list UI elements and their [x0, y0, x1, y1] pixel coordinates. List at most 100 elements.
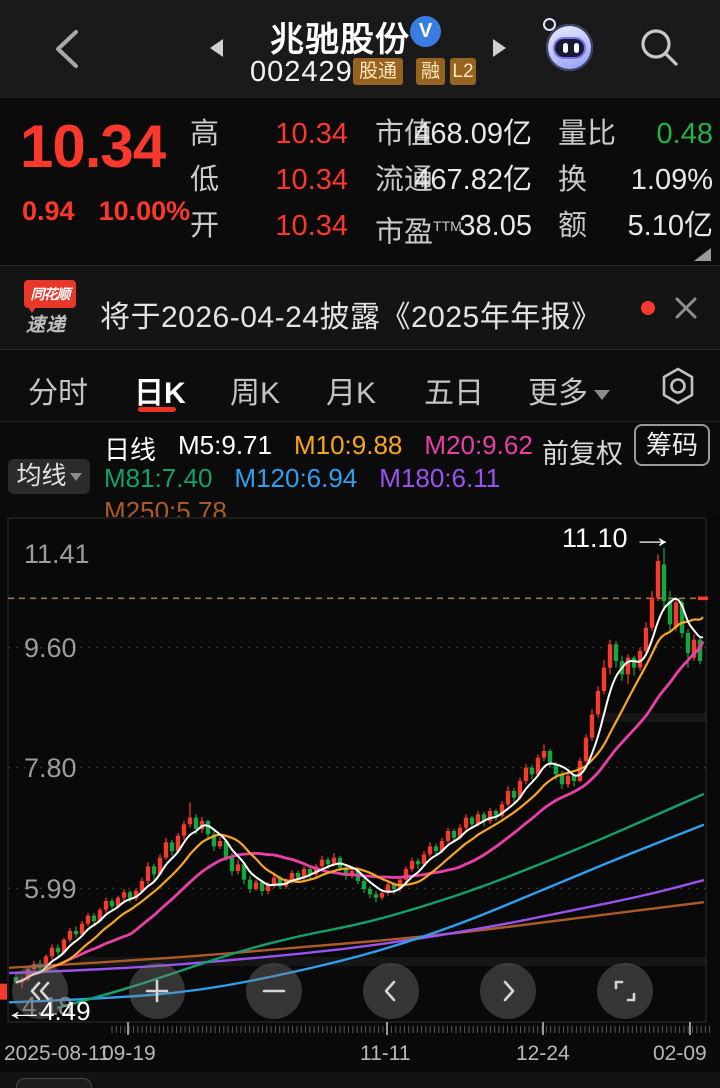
- kline-svg: 11.41 9.60 7.80 5.99 4.18: [0, 517, 711, 1035]
- plot-border: [7, 517, 707, 1023]
- candle-body: [367, 889, 373, 895]
- quote-row-turnover: 换 1.09%: [558, 164, 713, 196]
- ai-assistant-icon[interactable]: [543, 18, 593, 71]
- robot-eye-icon: [563, 43, 568, 53]
- candle-body: [583, 737, 589, 761]
- candle-body: [553, 764, 559, 775]
- candle-body: [223, 841, 229, 858]
- y-axis-bottom-label: 4.18: [22, 991, 73, 1021]
- chevron-down-icon: [69, 473, 82, 482]
- tab-monthly-k[interactable]: 月K: [326, 377, 377, 410]
- candle-body: [175, 835, 181, 851]
- candle-body: [85, 915, 91, 924]
- tab-weekly-k[interactable]: 周K: [230, 377, 281, 410]
- stock-title: 兆驰股份: [270, 21, 410, 59]
- candle-body: [319, 859, 325, 867]
- fullscreen-icon: [614, 980, 636, 1002]
- candle-body: [547, 751, 553, 765]
- back-icon[interactable]: [52, 28, 82, 70]
- candle-body: [115, 897, 121, 907]
- candle-body: [25, 969, 31, 980]
- legend-m120: M120:6.94: [234, 463, 358, 493]
- candle-body: [277, 877, 283, 887]
- chips-button[interactable]: 筹码: [634, 424, 710, 466]
- candle-body: [259, 882, 265, 891]
- chart-settings-icon[interactable]: [658, 366, 698, 406]
- tab-five-day[interactable]: 五日: [424, 377, 484, 410]
- zoom-in-button[interactable]: [129, 963, 185, 1019]
- candle-body: [313, 866, 319, 875]
- highest-price-marker: 11.10 →: [562, 521, 676, 554]
- candle-body: [415, 861, 421, 865]
- ma-line-M20: [15, 640, 705, 984]
- adjust-mode-button[interactable]: 前复权: [542, 439, 623, 469]
- expand-quote-icon[interactable]: [694, 248, 711, 261]
- candle-body: [439, 841, 445, 851]
- candle-body: [577, 761, 583, 781]
- candle-body: [229, 857, 235, 871]
- last-price: 10.34: [20, 113, 166, 180]
- news-text: 将于2026-04-24披露《2025年年报》: [100, 301, 602, 334]
- tab-fenshi[interactable]: 分时: [28, 377, 88, 410]
- candle-body: [235, 864, 241, 871]
- fullscreen-button[interactable]: [597, 963, 653, 1019]
- candle-body: [193, 817, 199, 829]
- tab-more[interactable]: 更多: [528, 368, 610, 412]
- verified-badge-icon: V: [410, 16, 441, 47]
- candle-body: [55, 947, 61, 953]
- candle-body: [289, 873, 295, 881]
- kline-chart[interactable]: 11.41 9.60 7.80 5.99 4.18 11.10 → ← 4.49: [0, 517, 720, 1040]
- plus-icon: [145, 979, 169, 1003]
- edge-candle-stub: [0, 983, 7, 1000]
- pan-left-button[interactable]: [363, 963, 419, 1019]
- candle-body: [691, 639, 697, 658]
- candle-body: [49, 947, 55, 957]
- stock-code: 002429: [250, 56, 353, 88]
- badge-level2: L2: [450, 58, 476, 85]
- news-banner[interactable]: 同花顺 速递 将于2026-04-24披露《2025年年报》: [0, 266, 720, 349]
- candle-body: [67, 931, 73, 940]
- candle-body: [241, 864, 247, 880]
- pan-right-button[interactable]: [480, 963, 536, 1019]
- quote-row-high: 高 10.34: [190, 118, 348, 150]
- candle-body: [493, 811, 499, 816]
- ths-express-logo: 同花顺 速递: [24, 280, 76, 336]
- divider: [0, 265, 720, 266]
- candle-body: [487, 811, 493, 821]
- tab-daily-k[interactable]: 日K: [134, 377, 186, 410]
- next-stock-icon[interactable]: [493, 39, 506, 57]
- quote-panel[interactable]: 10.34 0.94 10.00% 高 10.34 低 10.34 开 10.3…: [0, 98, 720, 265]
- candle-body: [379, 893, 385, 898]
- prev-stock-icon[interactable]: [210, 39, 223, 57]
- candle-body: [607, 644, 613, 668]
- search-icon[interactable]: [636, 24, 682, 70]
- period-tabs: 分时 日K 周K 月K 五日 更多: [0, 350, 720, 422]
- candle-body: [673, 602, 679, 628]
- candle-body: [79, 923, 85, 935]
- candle-body: [121, 892, 127, 898]
- candle-body: [541, 751, 547, 758]
- candle-body: [385, 884, 391, 893]
- candle-body: [565, 775, 571, 785]
- robot-eye-icon: [574, 43, 579, 53]
- ma-line-M5: [15, 597, 704, 984]
- close-icon[interactable]: [672, 294, 700, 322]
- robot-antenna-icon: [543, 18, 556, 31]
- legend-m5: M5:9.71: [178, 430, 272, 460]
- header: 兆驰股份 V 002429 股通 融 L2: [0, 0, 720, 98]
- candle-body: [265, 884, 271, 891]
- date-label: 11-11: [360, 1042, 411, 1065]
- bottom-sheet-button[interactable]: [16, 1078, 92, 1088]
- date-label: 2025-08-11: [4, 1042, 110, 1065]
- candle-body: [343, 867, 349, 876]
- rewind-button[interactable]: [12, 963, 68, 1019]
- zoom-out-button[interactable]: [246, 963, 302, 1019]
- ma-selector-button[interactable]: 均线: [8, 459, 90, 494]
- candle-body: [97, 909, 103, 921]
- ma-line-M81: [56, 793, 705, 1009]
- candle-body: [697, 639, 703, 661]
- date-label: 09-19: [102, 1042, 156, 1065]
- candle-body: [655, 561, 661, 598]
- quote-row-float: 流通 467.82亿: [375, 164, 532, 196]
- legend-m10: M10:9.88: [293, 430, 403, 460]
